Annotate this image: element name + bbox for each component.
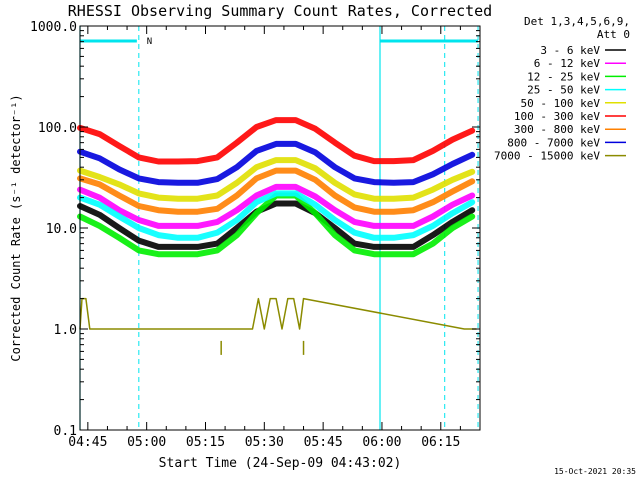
legend-label-3: 25 - 50 keV <box>527 84 600 97</box>
chart-title: RHESSI Observing Summary Count Rates, Co… <box>68 2 492 20</box>
legend-label-2: 12 - 25 keV <box>527 70 600 83</box>
x-tick-label-4: 05:45 <box>304 435 343 450</box>
series-line-1 <box>77 183 476 229</box>
x-tick-label-6: 06:15 <box>421 435 460 450</box>
legend-label-0: 3 - 6 keV <box>540 44 600 57</box>
legend-header-0: Det 1,3,4,5,6,9, <box>524 15 630 28</box>
x-tick-label-2: 05:15 <box>186 435 225 450</box>
series-line-7 <box>77 140 476 186</box>
legend-header-1: Att 0 <box>597 28 630 41</box>
legend-label-8: 7000 - 15000 keV <box>494 150 600 163</box>
series-layer <box>77 117 477 330</box>
x-tick-label-1: 05:00 <box>127 435 166 450</box>
y-tick-label-4: 0.1 <box>54 424 77 439</box>
legend-label-5: 100 - 300 keV <box>514 110 600 123</box>
footer-timestamp: 15-Oct-2021 20:35 <box>554 467 636 476</box>
x-tick-label-0: 04:45 <box>68 435 107 450</box>
series-line-3 <box>77 190 476 241</box>
y-tick-label-2: 10.0 <box>46 222 77 237</box>
x-tick-label-3: 05:30 <box>245 435 284 450</box>
series-line-8 <box>79 297 477 330</box>
axes: 1000.0 100.0 10.0 1.0 0.104:45 05:00 05:15 05:3… <box>30 20 481 450</box>
legend-label-7: 800 - 7000 keV <box>507 136 600 149</box>
series-line-6 <box>77 167 476 215</box>
y-tick-label-0: 1000.0 <box>30 20 77 35</box>
y-tick-label-1: 100.0 <box>38 121 77 136</box>
legend-label-1: 6 - 12 keV <box>534 57 601 70</box>
y-tick-label-3: 1.0 <box>54 323 77 338</box>
flag-label-n: N <box>147 37 152 47</box>
series-line-5 <box>77 117 476 165</box>
series-line-0 <box>77 200 476 250</box>
x-axis-label: Start Time (24-Sep-09 04:43:02) <box>159 456 402 471</box>
x-tick-label-5: 06:00 <box>362 435 401 450</box>
series-line-4 <box>77 157 476 202</box>
legend-label-4: 50 - 100 keV <box>521 97 601 110</box>
y-axis-label: Corrected Count Rate (s⁻¹ detector⁻¹) <box>9 94 23 361</box>
legend-label-6: 300 - 800 keV <box>514 123 600 136</box>
